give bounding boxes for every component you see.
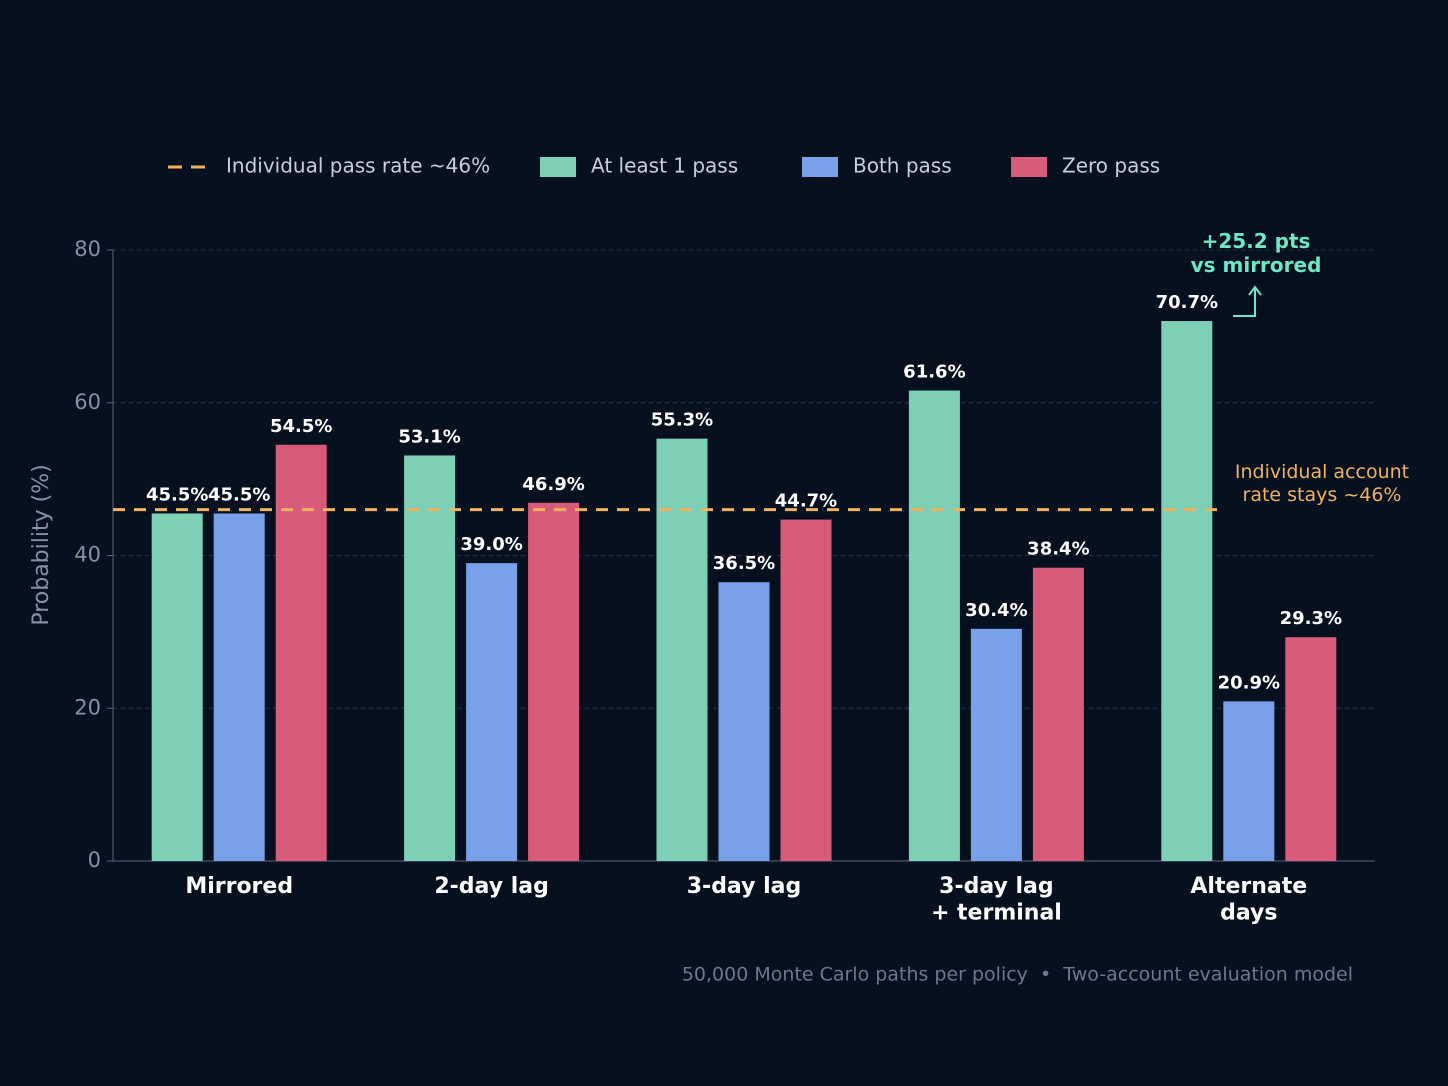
value-label: 29.3% (1280, 608, 1342, 629)
legend-label: At least 1 pass (591, 154, 738, 178)
y-tick-label: 20 (74, 695, 101, 719)
x-tick-label: 3-day lag + terminal (931, 874, 1062, 925)
bar (275, 444, 327, 861)
value-label: 45.5% (146, 484, 208, 505)
legend-label: Zero pass (1062, 154, 1160, 178)
value-label: 46.9% (522, 474, 584, 495)
annotation-arrow (1233, 285, 1262, 317)
value-label: 44.7% (775, 491, 837, 512)
x-tick-label: Alternate days (1190, 874, 1307, 925)
bar (970, 628, 1022, 861)
legend-swatch (802, 157, 838, 177)
bar (466, 563, 518, 861)
bar (1161, 321, 1213, 861)
value-label: 53.1% (398, 426, 460, 447)
bar (718, 582, 770, 861)
legend-label: Individual pass rate ~46% (226, 154, 490, 178)
value-label: 36.5% (713, 553, 775, 574)
value-label: 20.9% (1218, 672, 1280, 693)
value-label: 54.5% (270, 416, 332, 437)
bar (1032, 567, 1084, 861)
x-tick-label: 3-day lag (687, 874, 802, 899)
y-tick-label: 60 (74, 390, 101, 414)
value-label: 61.6% (903, 362, 965, 383)
value-label: 30.4% (965, 600, 1027, 621)
bar (404, 455, 456, 861)
legend-label: Both pass (853, 154, 952, 178)
reference-annotation: Individual account rate stays ~46% (1235, 461, 1409, 506)
bar (1285, 637, 1337, 861)
bar (656, 438, 708, 861)
bar (780, 519, 832, 861)
bar (151, 513, 203, 861)
bar (908, 390, 960, 861)
y-tick-label: 80 (74, 237, 101, 261)
x-tick-label: 2-day lag (434, 874, 549, 899)
value-label: 55.3% (651, 410, 713, 431)
y-tick-label: 0 (88, 848, 101, 872)
legend-swatch (540, 157, 576, 177)
y-tick-label: 40 (74, 543, 101, 567)
bar (528, 502, 580, 861)
value-label: 45.5% (208, 484, 270, 505)
bar (213, 513, 265, 861)
bar (1223, 701, 1275, 861)
value-label: 39.0% (460, 534, 522, 555)
x-tick-label: Mirrored (185, 874, 293, 899)
delta-annotation: +25.2 pts vs mirrored (1191, 229, 1322, 277)
value-label: 70.7% (1156, 292, 1218, 313)
footnote: 50,000 Monte Carlo paths per policy • Tw… (682, 964, 1353, 986)
y-axis-label: Probability (%) (29, 464, 54, 625)
value-label: 38.4% (1027, 539, 1089, 560)
legend-swatch (1011, 157, 1047, 177)
